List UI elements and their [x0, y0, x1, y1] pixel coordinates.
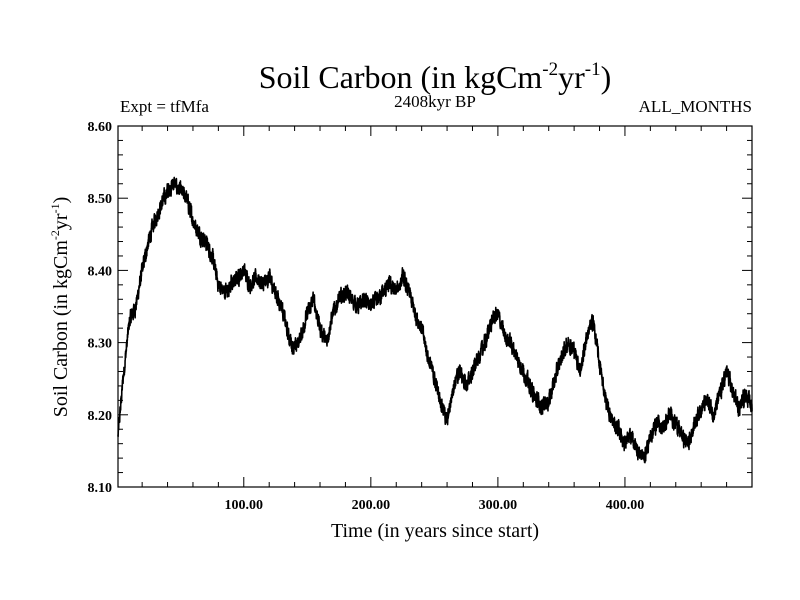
x-tick-label: 200.00 [352, 498, 391, 513]
tick-labels: 8.10 8.20 8.30 8.40 8.50 8.60 100.00 200.00 300.… [88, 120, 645, 513]
y-axis-label: Soil Carbon (in kgCm-2yr-1) [48, 197, 72, 418]
chart-title-part1: Soil Carbon (in kgCm [259, 59, 543, 95]
y-axis-label-part2: yr [50, 213, 72, 230]
soil-carbon-series-line [117, 176, 753, 464]
chart-title-part2: yr [558, 59, 585, 95]
chart-title-sup1: -2 [542, 59, 558, 80]
x-axis-label: Time (in years since start) [331, 520, 539, 542]
x-tick-label: 300.00 [479, 498, 518, 513]
y-tick-label: 8.40 [88, 264, 113, 279]
y-tick-label: 8.20 [88, 409, 113, 424]
y-axis-label-sup1: -2 [48, 230, 62, 240]
plot-frame [117, 125, 753, 488]
y-axis-label-part1: Soil Carbon (in kgCm [50, 240, 72, 418]
axis-ticks [118, 125, 752, 488]
x-tick-label: 100.00 [225, 498, 264, 513]
series-layer [117, 176, 753, 464]
y-tick-label: 8.30 [88, 337, 113, 352]
y-axis-label-part3: ) [50, 197, 72, 204]
y-tick-label: 8.50 [88, 192, 113, 207]
chart-title-part3: ) [601, 59, 612, 95]
x-tick-label: 400.00 [606, 498, 645, 513]
chart-title-sup2: -1 [585, 59, 601, 80]
experiment-label: Expt = tfMfa [120, 97, 209, 116]
months-label: ALL_MONTHS [639, 97, 752, 116]
period-subtitle: 2408kyr BP [394, 92, 476, 111]
y-axis-label-sup2: -1 [48, 203, 62, 213]
y-tick-label: 8.10 [88, 481, 113, 496]
y-tick-label: 8.60 [88, 120, 113, 135]
chart-title: Soil Carbon (in kgCm-2yr-1) [259, 59, 612, 95]
